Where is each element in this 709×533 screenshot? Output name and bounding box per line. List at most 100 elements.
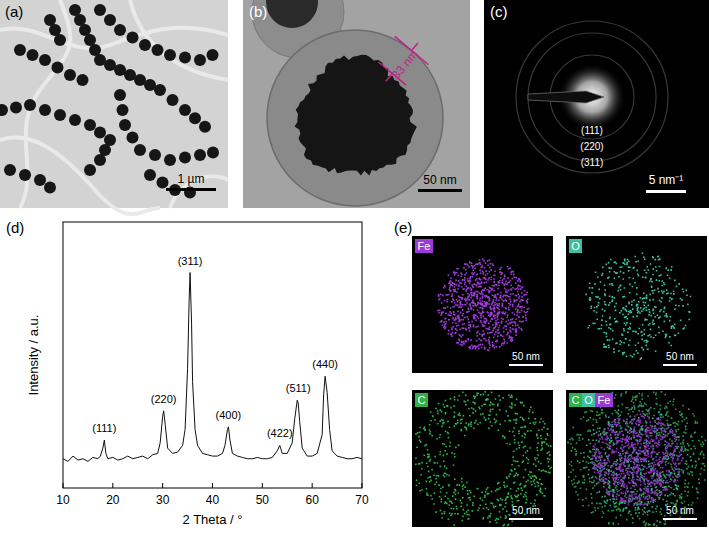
element-chip xyxy=(582,393,595,407)
nanoparticle xyxy=(164,154,176,166)
panel-d: 10203040506070(111)(220)(311)(400)(422)(… xyxy=(6,219,369,527)
peak-label: (440) xyxy=(312,358,338,370)
nanoparticle xyxy=(64,69,76,81)
panel-c: (111) (220) (311) (c) 5 nm⁻¹ xyxy=(484,0,709,208)
lacey-film xyxy=(0,28,228,49)
nanoparticle xyxy=(119,119,131,131)
x-tick-label: 30 xyxy=(156,493,170,507)
nanoparticle xyxy=(84,164,96,176)
nanoparticle xyxy=(39,104,51,116)
x-axis-label: 2 Theta / ° xyxy=(183,512,243,527)
element-signal xyxy=(437,259,529,351)
nanoparticle xyxy=(114,89,126,101)
element-label: Fe xyxy=(598,394,611,406)
panel-label: (a) xyxy=(5,3,23,20)
scale-bar-label: 50 nm xyxy=(512,505,540,516)
panel-b: 33 nm(b)50 nm xyxy=(243,0,470,208)
x-tick-label: 10 xyxy=(56,493,70,507)
element-label: O xyxy=(571,240,580,252)
nanoparticle xyxy=(44,14,56,26)
ring-label: (220) xyxy=(580,141,603,152)
element-chip xyxy=(415,393,428,407)
nanoparticle xyxy=(114,24,126,36)
nanoparticle xyxy=(84,119,96,131)
nanoparticle xyxy=(154,84,166,96)
saed-background xyxy=(484,0,709,208)
nanoparticle xyxy=(4,164,16,176)
element-signal xyxy=(591,414,684,506)
element-signal xyxy=(585,253,691,360)
ring-label: (311) xyxy=(581,157,604,168)
nanoparticle xyxy=(152,44,164,56)
eds-map: O 50 nm xyxy=(566,236,707,373)
nanoparticle xyxy=(127,32,139,44)
scale-bar-label: 5 nm⁻¹ xyxy=(649,173,684,187)
scale-bar xyxy=(663,518,697,520)
element-label: C xyxy=(418,394,426,406)
nanoparticle xyxy=(54,109,66,121)
nanoparticle xyxy=(44,182,56,194)
lacey-film xyxy=(130,0,228,80)
scale-bar xyxy=(418,189,462,192)
x-tick xyxy=(312,483,313,488)
x-tick xyxy=(112,483,113,488)
nanoparticle xyxy=(144,169,156,181)
plot-area xyxy=(63,273,362,462)
scale-bar xyxy=(509,518,543,520)
nanoparticle xyxy=(77,74,89,86)
scale-bar xyxy=(646,190,686,193)
panel-label: (c) xyxy=(490,3,508,20)
scale-bar-label: 50 nm xyxy=(666,351,694,362)
peak-label: (511) xyxy=(286,382,311,394)
nanoparticle xyxy=(39,54,51,66)
nanoparticle xyxy=(134,144,146,156)
peak-label: (220) xyxy=(151,393,177,405)
scale-bar-label: 1 µm xyxy=(178,172,205,186)
scale-bar xyxy=(509,364,543,366)
peak-label: (422) xyxy=(267,427,293,439)
y-axis-label: Intensity / a.u. xyxy=(26,315,41,396)
nanoparticle xyxy=(149,149,161,161)
element-label: O xyxy=(584,394,593,406)
nanoparticle xyxy=(0,104,8,116)
map-background xyxy=(566,390,707,527)
x-tick-label: 20 xyxy=(106,493,120,507)
nanoparticle xyxy=(27,49,39,61)
element-label: Fe xyxy=(418,240,431,252)
x-tick-label: 40 xyxy=(206,493,220,507)
nanoparticle xyxy=(199,121,211,133)
map-background xyxy=(412,390,553,527)
element-chip xyxy=(415,239,433,253)
nanoparticle xyxy=(94,127,106,139)
element-signal xyxy=(583,405,692,514)
nanoparticle xyxy=(24,99,36,111)
diffraction-ring xyxy=(516,21,668,173)
scale-bar xyxy=(166,188,216,191)
neighbor-core xyxy=(266,0,318,28)
measure-label: 33 nm xyxy=(389,47,421,82)
nanoparticle xyxy=(207,147,219,159)
scale-bar xyxy=(663,364,697,366)
diffraction-ring xyxy=(528,33,656,161)
x-tick-label: 50 xyxy=(256,493,270,507)
measure-arrow xyxy=(412,43,418,50)
nanoparticle xyxy=(164,49,176,61)
nanoparticle xyxy=(194,54,206,66)
element-signal xyxy=(567,391,706,526)
nanoparticle xyxy=(179,104,191,116)
map-background xyxy=(566,236,707,373)
carbon-shell xyxy=(267,30,443,206)
panel-a: (a) 1 µm xyxy=(0,0,228,214)
nanoparticle xyxy=(127,132,139,144)
nanoparticle xyxy=(94,4,106,16)
peak-label: (111) xyxy=(92,422,116,434)
ring-label: (111) xyxy=(581,125,603,136)
element-label: C xyxy=(572,394,580,406)
x-tick-label: 70 xyxy=(355,493,369,507)
x-tick xyxy=(162,483,163,488)
x-tick xyxy=(262,483,263,488)
figure: (a) 1 µm 33 nm(b)50 nm (111) (220) (311) (c) 5 … xyxy=(0,0,709,533)
tem-background xyxy=(0,0,228,208)
panel-e: (e)Fe50 nmO50 nmC50 nmCOFe50 nm xyxy=(394,219,707,527)
xrd-line xyxy=(63,273,362,462)
